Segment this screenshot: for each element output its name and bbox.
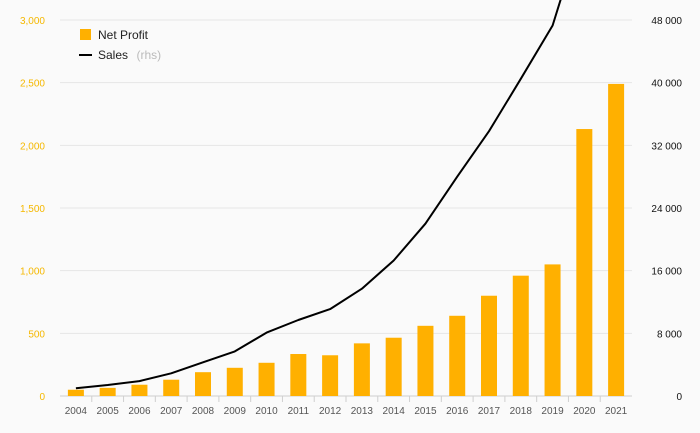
legend: Net Profit Sales (rhs) — [79, 28, 161, 63]
legend-label-sales-suffix: (rhs) — [136, 48, 161, 62]
sales-line-series — [75, 0, 562, 390]
x-tick-label: 2008 — [192, 406, 215, 417]
x-tick-label: 2005 — [97, 406, 120, 417]
left-tick-label: 3,000 — [20, 16, 45, 27]
legend-label-net-profit: Net Profit — [98, 28, 149, 42]
x-tick-label: 2012 — [319, 406, 342, 417]
bar-2012 — [322, 355, 339, 396]
x-tick-label: 2020 — [573, 406, 596, 417]
bar-2008 — [195, 372, 211, 396]
x-tick-label: 2013 — [351, 406, 374, 417]
net-profit-bars — [67, 83, 625, 397]
left-tick-label: 1,500 — [20, 204, 45, 215]
bar-2009 — [226, 367, 243, 396]
gridlines — [60, 19, 632, 402]
right-tick-label: 48 000 — [651, 16, 682, 27]
right-tick-label: 40 000 — [651, 79, 682, 90]
x-tick-label: 2018 — [510, 406, 533, 417]
x-tick-label: 2017 — [478, 406, 501, 417]
bar-2018 — [512, 275, 529, 396]
bar-2005 — [99, 387, 116, 396]
x-tick-label: 2014 — [383, 406, 406, 417]
left-tick-label: 0 — [39, 392, 45, 403]
left-tick-label: 1,000 — [20, 267, 45, 278]
bar-2004 — [67, 389, 84, 396]
x-tick-label: 2006 — [128, 406, 151, 417]
legend-label-sales: Sales (rhs) — [98, 46, 161, 63]
left-y-axis: 0 500 1,000 1,500 2,000 2,500 3,000 — [20, 16, 45, 403]
bar-2021 — [608, 83, 625, 397]
right-tick-label: 16 000 — [651, 267, 682, 278]
x-tick-label: 2007 — [160, 406, 183, 417]
bar-2010 — [258, 362, 275, 396]
x-tick-label: 2004 — [65, 406, 88, 417]
right-tick-label: 32 000 — [651, 141, 682, 152]
x-axis: 2004 2005 2006 2007 2008 2009 2010 2011 2012 2013… — [65, 406, 628, 417]
left-tick-label: 2,500 — [20, 79, 45, 90]
x-tick-label: 2010 — [255, 406, 278, 417]
bar-2014 — [385, 337, 402, 396]
bar-2013 — [353, 343, 370, 396]
bar-2020 — [576, 129, 593, 397]
bar-2017 — [481, 295, 497, 396]
right-tick-label: 24 000 — [651, 204, 682, 215]
right-tick-label: 8 000 — [657, 329, 682, 340]
x-tick-label: 2015 — [414, 406, 437, 417]
right-tick-label: 0 — [676, 392, 682, 403]
left-tick-label: 500 — [28, 329, 45, 340]
x-tick-label: 2011 — [288, 406, 310, 417]
x-tick-label: 2009 — [224, 406, 247, 417]
bar-2006 — [131, 384, 148, 396]
legend-swatch-net-profit — [80, 29, 91, 40]
bar-2015 — [417, 325, 434, 396]
bar-2016 — [449, 315, 466, 396]
x-tick-label: 2019 — [541, 406, 564, 417]
sales-line — [75, 0, 562, 390]
bar-2011 — [290, 354, 307, 396]
legend-label-sales-name: Sales — [98, 48, 128, 62]
bar-2007 — [163, 379, 180, 396]
right-y-axis: 0 8 000 16 000 24 000 32 000 40 000 48 000 — [651, 16, 682, 403]
x-tick-label: 2016 — [446, 406, 469, 417]
left-tick-label: 2,000 — [20, 141, 45, 152]
x-tick-label: 2021 — [605, 406, 628, 417]
bar-2019 — [544, 264, 561, 396]
